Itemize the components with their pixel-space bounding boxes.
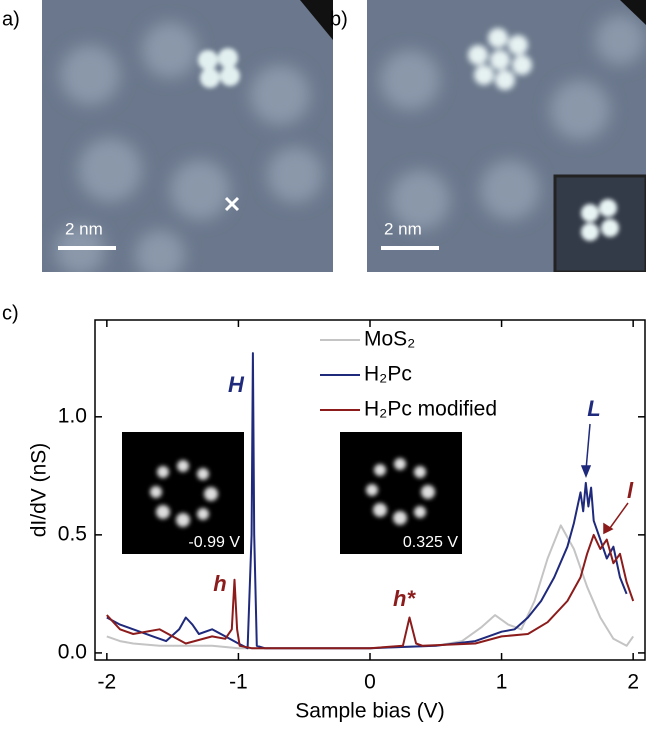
scale-label: 2 nm — [65, 219, 103, 238]
inset-label: 0.325 V — [403, 534, 458, 551]
x-tick-label: 0 — [364, 671, 376, 694]
x-tick-label: -2 — [97, 671, 116, 694]
y-tick-label: 1.0 — [58, 404, 87, 427]
legend-label: MoS₂ — [364, 328, 415, 351]
annotation: l — [627, 478, 634, 503]
legend-label: H₂Pc modified — [364, 398, 497, 421]
x-axis-label: Sample bias (V) — [295, 700, 444, 723]
y-tick-label: 0.0 — [58, 640, 87, 663]
x-tick-label: -1 — [229, 671, 248, 694]
annotation: h — [213, 571, 226, 596]
figure: a) 2 nm b) 2 nm c) Sample bias (V) dI/dV… — [0, 0, 646, 728]
panel-label: a) — [2, 8, 20, 30]
annotation-arrow — [582, 424, 590, 476]
x-tick-label: 2 — [627, 671, 639, 694]
panel-label: b) — [330, 8, 348, 30]
x-tick-label: 1 — [496, 671, 508, 694]
annotation: L — [587, 396, 600, 421]
scale-label: 2 nm — [384, 219, 422, 238]
annotation: H — [228, 372, 245, 397]
inset-label: -0.99 V — [188, 534, 240, 551]
annotation: h* — [393, 586, 416, 611]
panel-label: c) — [2, 302, 19, 324]
y-axis-label: dI/dV (nS) — [28, 443, 51, 538]
legend-label: H₂Pc — [364, 363, 412, 386]
y-tick-label: 0.5 — [58, 522, 87, 545]
annotation-arrow — [604, 503, 628, 533]
